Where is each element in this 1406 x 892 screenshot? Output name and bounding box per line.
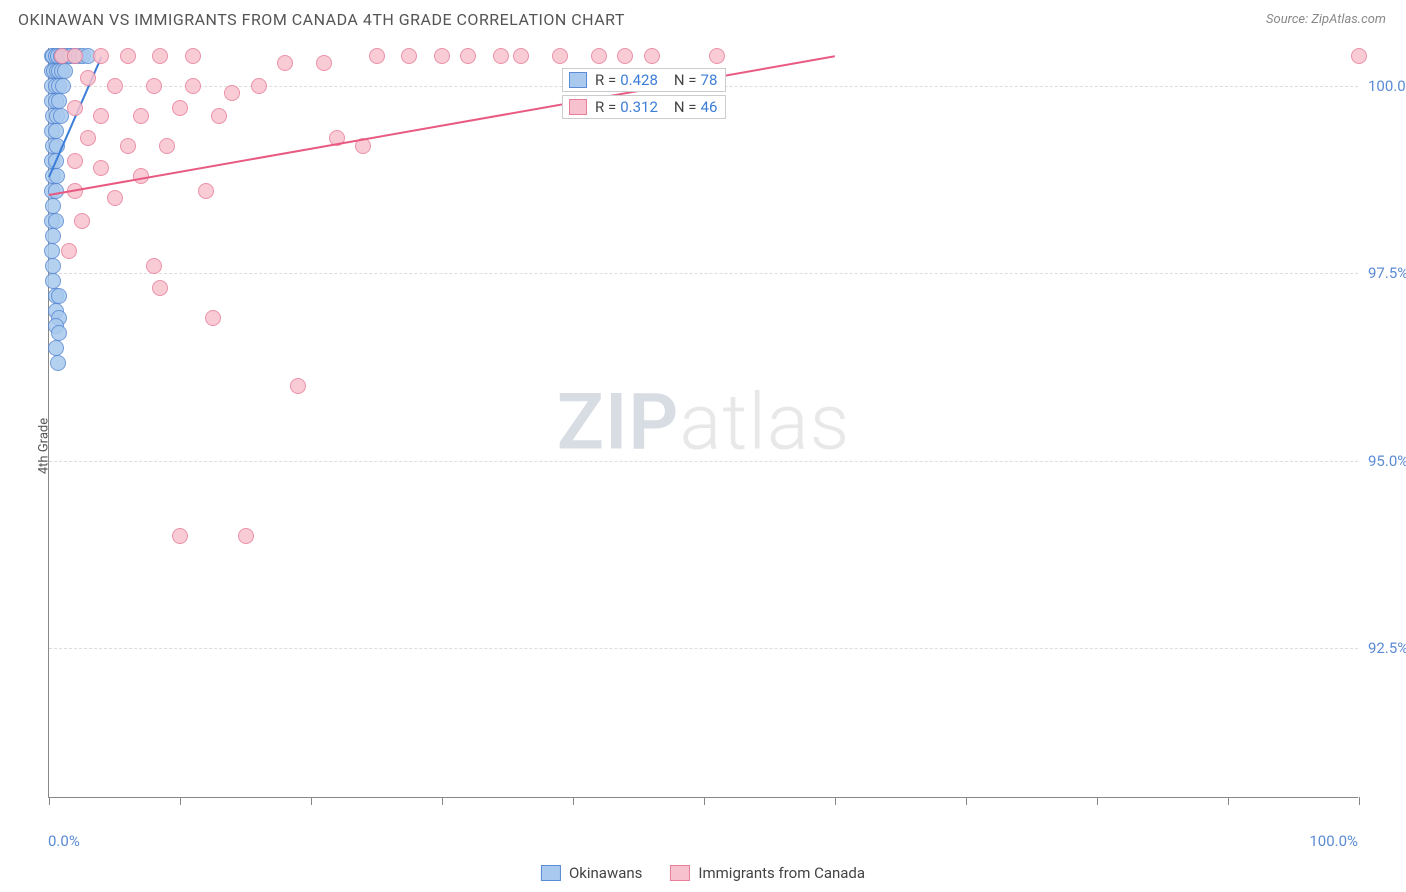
x-tick [704, 797, 705, 805]
scatter-chart: ZIPatlas 92.5%95.0%97.5%100.0% [48, 48, 1358, 798]
gridline [49, 461, 1358, 462]
y-tick-label: 95.0% [1368, 452, 1406, 470]
scatter-point [152, 280, 168, 296]
gridline [49, 273, 1358, 274]
scatter-point [45, 228, 61, 244]
chart-header: OKINAWAN VS IMMIGRANTS FROM CANADA 4TH G… [0, 0, 1406, 37]
scatter-point [51, 325, 67, 341]
scatter-point [67, 48, 83, 64]
x-tick [311, 797, 312, 805]
scatter-point [57, 63, 73, 79]
watermark: ZIPatlas [557, 377, 850, 468]
scatter-point [152, 48, 168, 64]
scatter-point [120, 138, 136, 154]
x-tick [442, 797, 443, 805]
scatter-point [709, 48, 725, 64]
scatter-point [93, 108, 109, 124]
x-tick [49, 797, 50, 805]
scatter-point [133, 108, 149, 124]
scatter-point [316, 55, 332, 71]
correlation-stats: R = 0.312N = 46 [562, 95, 726, 119]
scatter-point [93, 48, 109, 64]
y-tick-label: 100.0% [1368, 77, 1406, 95]
scatter-point [1351, 48, 1367, 64]
legend-item: Okinawans [541, 864, 642, 882]
scatter-point [80, 70, 96, 86]
scatter-point [460, 48, 476, 64]
scatter-point [401, 48, 417, 64]
scatter-point [238, 528, 254, 544]
scatter-point [93, 160, 109, 176]
scatter-point [146, 258, 162, 274]
scatter-point [120, 48, 136, 64]
scatter-point [44, 243, 60, 259]
scatter-point [251, 78, 267, 94]
legend-swatch [670, 865, 690, 881]
x-tick [1097, 797, 1098, 805]
x-tick-label: 100.0% [1309, 832, 1358, 850]
scatter-point [48, 213, 64, 229]
scatter-point [617, 48, 633, 64]
legend-swatch [569, 99, 587, 115]
scatter-point [434, 48, 450, 64]
scatter-point [67, 100, 83, 116]
scatter-point [48, 123, 64, 139]
chart-title: OKINAWAN VS IMMIGRANTS FROM CANADA 4TH G… [18, 10, 625, 29]
scatter-point [369, 48, 385, 64]
scatter-point [493, 48, 509, 64]
scatter-point [172, 528, 188, 544]
y-tick-label: 92.5% [1368, 639, 1406, 657]
scatter-point [277, 55, 293, 71]
legend-label: Okinawans [569, 864, 642, 882]
scatter-point [45, 198, 61, 214]
scatter-point [211, 108, 227, 124]
scatter-point [224, 85, 240, 101]
scatter-point [48, 340, 64, 356]
scatter-point [133, 168, 149, 184]
scatter-point [146, 78, 162, 94]
legend-swatch [541, 865, 561, 881]
legend: Okinawans Immigrants from Canada [541, 864, 865, 882]
scatter-point [644, 48, 660, 64]
x-tick [180, 797, 181, 805]
gridline [49, 648, 1358, 649]
scatter-point [159, 138, 175, 154]
x-tick [835, 797, 836, 805]
scatter-point [61, 243, 77, 259]
legend-swatch [569, 72, 587, 88]
scatter-point [198, 183, 214, 199]
scatter-point [185, 48, 201, 64]
scatter-point [591, 48, 607, 64]
scatter-point [48, 183, 64, 199]
scatter-point [53, 108, 69, 124]
scatter-point [80, 130, 96, 146]
x-tick [966, 797, 967, 805]
chart-source: Source: ZipAtlas.com [1266, 12, 1386, 27]
scatter-point [51, 288, 67, 304]
y-tick-label: 97.5% [1368, 264, 1406, 282]
scatter-point [55, 78, 71, 94]
scatter-point [513, 48, 529, 64]
scatter-point [67, 153, 83, 169]
scatter-point [51, 93, 67, 109]
scatter-point [74, 213, 90, 229]
scatter-point [290, 378, 306, 394]
legend-item: Immigrants from Canada [670, 864, 865, 882]
scatter-point [107, 78, 123, 94]
x-tick [1359, 797, 1360, 805]
scatter-point [107, 190, 123, 206]
scatter-point [552, 48, 568, 64]
scatter-point [185, 78, 201, 94]
scatter-point [172, 100, 188, 116]
scatter-point [45, 273, 61, 289]
correlation-stats: R = 0.428N = 78 [562, 68, 726, 92]
x-tick [1228, 797, 1229, 805]
x-tick-label: 0.0% [48, 832, 80, 850]
scatter-point [205, 310, 221, 326]
scatter-point [50, 355, 66, 371]
scatter-point [45, 258, 61, 274]
legend-label: Immigrants from Canada [698, 864, 865, 882]
x-tick [573, 797, 574, 805]
